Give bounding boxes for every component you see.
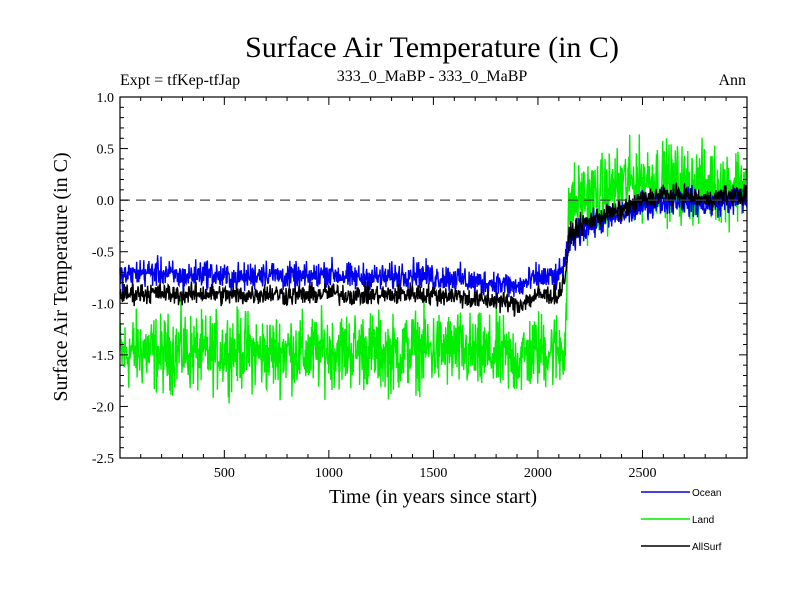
legend-label-land: Land: [692, 515, 714, 526]
chart-subtitle: 333_0_MaBP - 333_0_MaBP: [337, 68, 528, 85]
chart-title: Surface Air Temperature (in C): [245, 31, 619, 64]
x-tick-label: 1500: [419, 466, 447, 481]
y-tick-label: 0.5: [97, 143, 115, 158]
y-tick-label: 0.0: [97, 194, 115, 209]
x-tick-label: 2500: [628, 466, 656, 481]
x-tick-label: 1000: [315, 466, 343, 481]
x-tick-label: 500: [214, 466, 235, 481]
y-tick-label: -2.5: [92, 452, 114, 467]
series-layer: [119, 134, 748, 404]
legend-label-ocean: Ocean: [692, 488, 721, 499]
axes-layer: 500 1000 1500 2000 2500 -2.5 -2.0 -1.5 -1.0 -0.5 0…: [92, 91, 747, 481]
y-tick-label: 1.0: [97, 91, 115, 106]
y-tick-label: -1.5: [92, 349, 114, 364]
x-tick-label: 2000: [524, 466, 552, 481]
experiment-label: Expt = tfKep-tfJap: [120, 72, 240, 89]
y-tick-label: -0.5: [92, 246, 114, 261]
series-line-allsurf: [119, 182, 748, 317]
y-tick-label: -1.0: [92, 297, 114, 312]
period-label: Ann: [718, 72, 746, 89]
y-axis-label: Surface Air Temperature (in C): [50, 152, 72, 401]
series-line-land: [119, 134, 748, 404]
legend-label-allsurf: AllSurf: [692, 542, 722, 553]
y-tick-label: -2.0: [92, 400, 114, 415]
x-axis-label: Time (in years since start): [329, 486, 537, 508]
legend: Ocean Land AllSurf: [641, 488, 722, 553]
